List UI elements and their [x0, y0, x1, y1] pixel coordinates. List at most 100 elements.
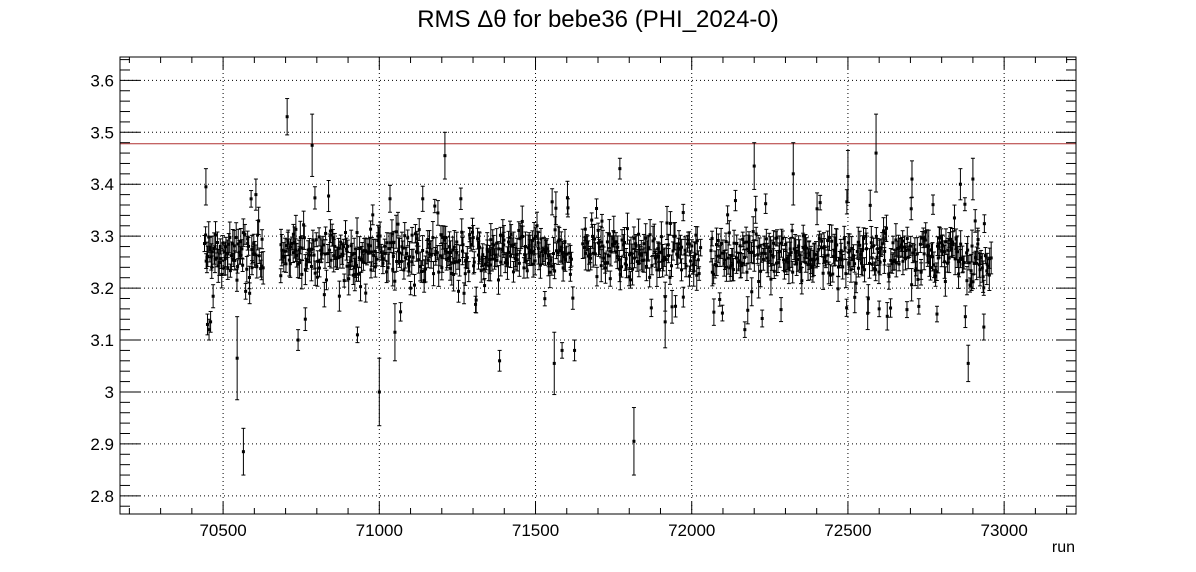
- marker: [800, 279, 804, 283]
- marker: [697, 272, 701, 276]
- marker: [526, 246, 530, 250]
- marker: [313, 271, 317, 275]
- marker: [533, 259, 537, 263]
- data-point: [460, 237, 465, 266]
- marker: [429, 253, 433, 257]
- marker: [488, 258, 492, 262]
- data-point: [353, 247, 358, 278]
- data-point: [631, 407, 636, 476]
- data-point: [964, 266, 969, 296]
- marker: [376, 234, 380, 238]
- marker: [508, 235, 512, 239]
- marker: [573, 348, 577, 352]
- marker: [394, 230, 398, 234]
- marker: [891, 241, 895, 245]
- data-point: [411, 248, 416, 266]
- data-point: [456, 279, 461, 303]
- marker: [405, 252, 409, 256]
- data-point: [617, 157, 622, 180]
- marker: [709, 249, 713, 253]
- marker: [726, 256, 730, 260]
- marker: [784, 259, 788, 263]
- data-point: [243, 283, 248, 300]
- marker: [947, 256, 951, 260]
- marker: [247, 244, 251, 248]
- marker: [967, 261, 971, 265]
- marker: [603, 266, 607, 270]
- data-point: [361, 253, 366, 271]
- marker: [314, 238, 318, 242]
- marker: [536, 246, 540, 250]
- marker: [324, 231, 328, 235]
- marker: [210, 250, 214, 254]
- marker: [639, 253, 643, 257]
- marker: [591, 234, 595, 238]
- marker: [746, 247, 750, 251]
- marker: [220, 272, 224, 276]
- data-point: [684, 254, 689, 278]
- marker: [794, 250, 798, 254]
- marker: [414, 250, 418, 254]
- data-point: [480, 243, 485, 267]
- data-point: [402, 222, 407, 250]
- data-point: [219, 260, 224, 289]
- marker: [710, 237, 714, 241]
- marker: [543, 297, 547, 301]
- data-point: [818, 194, 823, 211]
- marker: [471, 236, 475, 240]
- marker: [328, 229, 332, 233]
- marker: [257, 254, 261, 258]
- marker: [893, 258, 897, 262]
- marker: [695, 273, 699, 277]
- marker: [312, 253, 316, 257]
- marker: [966, 248, 970, 252]
- marker: [746, 308, 750, 312]
- marker: [303, 268, 307, 272]
- marker: [204, 185, 208, 189]
- marker: [827, 271, 831, 275]
- marker: [241, 231, 245, 235]
- data-point: [433, 246, 438, 262]
- marker: [925, 244, 929, 248]
- marker: [982, 222, 986, 226]
- marker: [910, 177, 914, 181]
- marker: [663, 255, 667, 259]
- marker: [877, 307, 881, 311]
- marker: [599, 264, 603, 268]
- marker: [913, 248, 917, 252]
- marker: [530, 239, 534, 243]
- data-point: [314, 232, 319, 248]
- marker: [590, 218, 594, 222]
- marker: [741, 237, 745, 241]
- marker: [323, 252, 327, 256]
- marker: [927, 261, 931, 265]
- marker: [976, 238, 980, 242]
- data-point: [840, 254, 845, 280]
- data-point: [884, 214, 889, 242]
- data-point: [811, 243, 816, 277]
- marker: [517, 228, 521, 232]
- marker: [648, 233, 652, 237]
- marker: [979, 255, 983, 259]
- marker: [373, 249, 377, 253]
- data-point: [412, 274, 417, 297]
- marker: [369, 227, 373, 231]
- marker: [479, 269, 483, 273]
- marker: [635, 260, 639, 264]
- data-point: [696, 250, 701, 270]
- data-point: [550, 188, 555, 216]
- marker: [204, 233, 208, 237]
- marker: [760, 251, 764, 255]
- data-point: [747, 235, 752, 270]
- marker: [407, 264, 411, 268]
- marker: [605, 240, 609, 244]
- marker: [467, 270, 471, 274]
- data-point: [966, 344, 971, 383]
- data-point: [619, 255, 624, 278]
- marker: [432, 272, 436, 276]
- marker: [547, 254, 551, 258]
- data-point: [299, 259, 304, 290]
- marker: [963, 202, 967, 206]
- marker: [652, 237, 656, 241]
- data-point: [698, 238, 703, 257]
